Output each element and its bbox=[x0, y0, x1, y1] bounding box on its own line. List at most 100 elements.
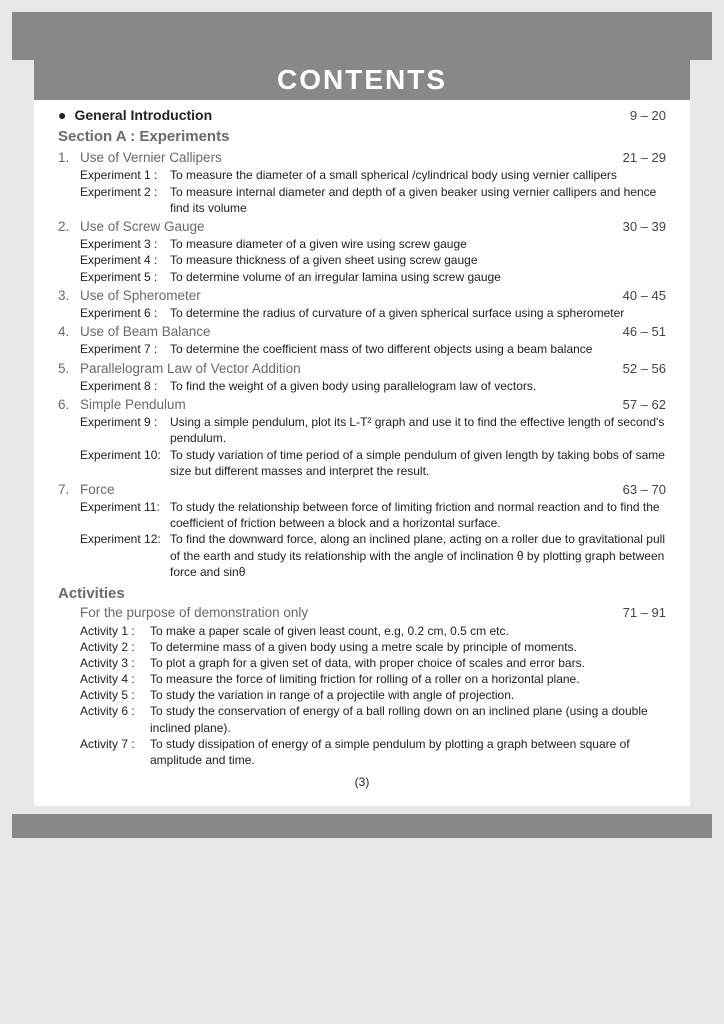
experiment-label: Experiment 4 : bbox=[80, 252, 170, 268]
contents-title: CONTENTS bbox=[34, 64, 690, 96]
topic-title: Force bbox=[80, 481, 615, 499]
activity-label: Activity 7 : bbox=[80, 736, 150, 768]
experiment-row: Experiment 5 :To determine volume of an … bbox=[80, 269, 666, 285]
topic-pages: 57 – 62 bbox=[615, 396, 666, 414]
bullet-icon: ● bbox=[58, 106, 66, 125]
experiment-text: To determine the radius of curvature of … bbox=[170, 305, 666, 321]
topic-row: 2.Use of Screw Gauge30 – 39 bbox=[58, 218, 666, 236]
topic-number: 7. bbox=[58, 481, 80, 499]
activity-label: Activity 2 : bbox=[80, 639, 150, 655]
experiment-row: Experiment 3 :To measure diameter of a g… bbox=[80, 236, 666, 252]
content-box: CONTENTS ● General Introduction 9 – 20 S… bbox=[34, 60, 690, 806]
topic-title: Use of Beam Balance bbox=[80, 323, 615, 341]
activity-row: Activity 2 :To determine mass of a given… bbox=[80, 639, 666, 655]
experiment-label: Experiment 3 : bbox=[80, 236, 170, 252]
activity-row: Activity 1 :To make a paper scale of giv… bbox=[80, 623, 666, 639]
demo-row: For the purpose of demonstration only 71… bbox=[80, 604, 666, 622]
experiment-label: Experiment 1 : bbox=[80, 167, 170, 183]
topic-number: 3. bbox=[58, 287, 80, 305]
topic-row: 1.Use of Vernier Callipers21 – 29 bbox=[58, 149, 666, 167]
activity-row: Activity 3 :To plot a graph for a given … bbox=[80, 655, 666, 671]
experiment-row: Experiment 2 :To measure internal diamet… bbox=[80, 184, 666, 216]
general-intro-label: General Introduction bbox=[74, 106, 212, 125]
topic-row: 5.Parallelogram Law of Vector Addition52… bbox=[58, 360, 666, 378]
topic-number: 5. bbox=[58, 360, 80, 378]
topic-title: Use of Spherometer bbox=[80, 287, 615, 305]
topic-number: 4. bbox=[58, 323, 80, 341]
topic-title: Simple Pendulum bbox=[80, 396, 615, 414]
activity-row: Activity 4 :To measure the force of limi… bbox=[80, 671, 666, 687]
activity-label: Activity 4 : bbox=[80, 671, 150, 687]
activity-row: Activity 5 :To study the variation in ra… bbox=[80, 687, 666, 703]
title-bar: CONTENTS bbox=[34, 60, 690, 100]
experiment-row: Experiment 9 :Using a simple pendulum, p… bbox=[80, 414, 666, 446]
experiment-label: Experiment 8 : bbox=[80, 378, 170, 394]
activity-row: Activity 7 :To study dissipation of ener… bbox=[80, 736, 666, 768]
experiment-label: Experiment 5 : bbox=[80, 269, 170, 285]
topic-pages: 46 – 51 bbox=[615, 323, 666, 341]
topic-pages: 63 – 70 bbox=[615, 481, 666, 499]
activity-text: To study the variation in range of a pro… bbox=[150, 687, 666, 703]
activity-label: Activity 6 : bbox=[80, 703, 150, 735]
topic-number: 1. bbox=[58, 149, 80, 167]
activity-label: Activity 5 : bbox=[80, 687, 150, 703]
activity-text: To make a paper scale of given least cou… bbox=[150, 623, 666, 639]
activity-text: To study the conservation of energy of a… bbox=[150, 703, 666, 735]
experiment-label: Experiment 2 : bbox=[80, 184, 170, 216]
topic-number: 6. bbox=[58, 396, 80, 414]
experiment-text: To measure thickness of a given sheet us… bbox=[170, 252, 666, 268]
activity-label: Activity 1 : bbox=[80, 623, 150, 639]
experiment-text: To determine volume of an irregular lami… bbox=[170, 269, 666, 285]
bottom-gray-bar bbox=[12, 814, 712, 838]
topic-pages: 21 – 29 bbox=[615, 149, 666, 167]
contents-body: ● General Introduction 9 – 20 Section A … bbox=[34, 100, 690, 796]
activity-text: To study dissipation of energy of a simp… bbox=[150, 736, 666, 768]
experiment-label: Experiment 7 : bbox=[80, 341, 170, 357]
activity-label: Activity 3 : bbox=[80, 655, 150, 671]
page-number: (3) bbox=[58, 774, 666, 790]
demo-text: For the purpose of demonstration only bbox=[80, 604, 308, 622]
experiment-label: Experiment 9 : bbox=[80, 414, 170, 446]
topic-title: Use of Screw Gauge bbox=[80, 218, 615, 236]
activity-text: To measure the force of limiting frictio… bbox=[150, 671, 666, 687]
experiment-text: To find the weight of a given body using… bbox=[170, 378, 666, 394]
topics-list: 1.Use of Vernier Callipers21 – 29Experim… bbox=[58, 149, 666, 580]
experiment-row: Experiment 12:To find the downward force… bbox=[80, 531, 666, 580]
experiment-row: Experiment 1 :To measure the diameter of… bbox=[80, 167, 666, 183]
section-a-heading: Section A : Experiments bbox=[58, 127, 666, 147]
topic-number: 2. bbox=[58, 218, 80, 236]
topic-title: Parallelogram Law of Vector Addition bbox=[80, 360, 615, 378]
experiment-text: To study variation of time period of a s… bbox=[170, 447, 666, 479]
experiment-text: To determine the coefficient mass of two… bbox=[170, 341, 666, 357]
page-frame: CONTENTS ● General Introduction 9 – 20 S… bbox=[0, 0, 724, 1024]
activities-heading: Activities bbox=[58, 584, 666, 604]
topic-row: 3.Use of Spherometer40 – 45 bbox=[58, 287, 666, 305]
top-gray-bar bbox=[12, 12, 712, 60]
experiment-row: Experiment 8 :To find the weight of a gi… bbox=[80, 378, 666, 394]
topic-title: Use of Vernier Callipers bbox=[80, 149, 615, 167]
experiment-text: To measure diameter of a given wire usin… bbox=[170, 236, 666, 252]
experiment-label: Experiment 6 : bbox=[80, 305, 170, 321]
activity-text: To determine mass of a given body using … bbox=[150, 639, 666, 655]
experiment-row: Experiment 11:To study the relationship … bbox=[80, 499, 666, 531]
experiment-row: Experiment 10:To study variation of time… bbox=[80, 447, 666, 479]
activities-list: Activity 1 :To make a paper scale of giv… bbox=[58, 623, 666, 769]
experiment-label: Experiment 12: bbox=[80, 531, 170, 580]
topic-row: 6.Simple Pendulum57 – 62 bbox=[58, 396, 666, 414]
topic-pages: 30 – 39 bbox=[615, 218, 666, 236]
experiment-text: Using a simple pendulum, plot its L-T² g… bbox=[170, 414, 666, 446]
demo-pages: 71 – 91 bbox=[615, 604, 666, 622]
activity-row: Activity 6 :To study the conservation of… bbox=[80, 703, 666, 735]
experiment-row: Experiment 4 :To measure thickness of a … bbox=[80, 252, 666, 268]
topic-pages: 52 – 56 bbox=[615, 360, 666, 378]
topic-row: 7.Force63 – 70 bbox=[58, 481, 666, 499]
topic-pages: 40 – 45 bbox=[615, 287, 666, 305]
experiment-row: Experiment 6 :To determine the radius of… bbox=[80, 305, 666, 321]
general-intro-row: ● General Introduction 9 – 20 bbox=[58, 106, 666, 125]
experiment-label: Experiment 10: bbox=[80, 447, 170, 479]
experiment-label: Experiment 11: bbox=[80, 499, 170, 531]
experiment-text: To study the relationship between force … bbox=[170, 499, 666, 531]
experiment-text: To find the downward force, along an inc… bbox=[170, 531, 666, 580]
experiment-row: Experiment 7 :To determine the coefficie… bbox=[80, 341, 666, 357]
activity-text: To plot a graph for a given set of data,… bbox=[150, 655, 666, 671]
